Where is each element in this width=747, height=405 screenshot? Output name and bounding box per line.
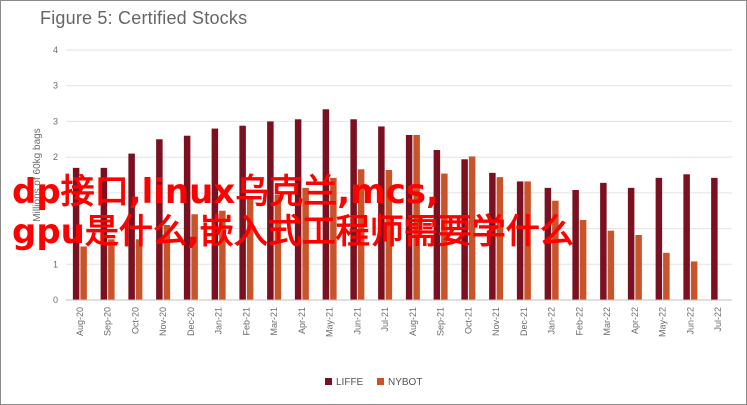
x-tick-label: Mar-21 — [269, 307, 279, 336]
bar-liffe — [516, 181, 524, 300]
x-tick-label: Aug-21 — [408, 307, 418, 336]
bar-nybot — [330, 177, 337, 300]
bar-liffe — [239, 125, 246, 300]
x-tick-label: May-22 — [658, 307, 668, 337]
bar-liffe — [267, 121, 274, 300]
bar-liffe — [683, 174, 690, 300]
x-tick-label: Jun-22 — [685, 307, 695, 335]
bar-nybot — [607, 230, 615, 300]
legend-label-nybot: NYBOT — [388, 377, 422, 388]
bar-nybot — [468, 156, 476, 300]
legend-label-liffe: LIFFE — [336, 377, 364, 388]
x-tick-label: Feb-21 — [241, 307, 251, 336]
bar-liffe — [655, 177, 663, 300]
legend-swatch-liffe — [325, 378, 332, 385]
x-tick-label: Apr-21 — [297, 307, 307, 334]
x-tick-label: Oct-21 — [463, 307, 473, 334]
y-tick-label: 2 — [53, 152, 58, 162]
y-tick-label: 1 — [53, 259, 58, 269]
x-tick-label: Apr-22 — [630, 307, 640, 334]
x-tick-label: Nov-20 — [158, 307, 168, 336]
bar-liffe — [100, 167, 108, 300]
y-tick-label: 4 — [53, 45, 58, 55]
bar-liffe — [128, 153, 135, 300]
overlay-text-line-2: gpu是什么,嵌入式工程师需要学什么 — [12, 212, 574, 252]
bar-nybot — [496, 177, 504, 300]
bar-nybot — [246, 198, 254, 300]
bar-nybot — [385, 170, 393, 300]
bar-liffe — [211, 128, 219, 300]
bar-nybot — [579, 220, 587, 300]
chart-title: Figure 5: Certified Stocks — [40, 8, 248, 28]
bar-liffe — [378, 126, 385, 300]
x-tick-label: Jul-21 — [380, 307, 390, 332]
y-tick-label: 1 — [53, 224, 58, 234]
y-axis-label: Millions of 60kg bags — [32, 128, 43, 221]
x-tick-label: Mar-22 — [602, 307, 612, 336]
x-tick-label: Sep-21 — [436, 307, 446, 336]
bar-nybot — [219, 210, 226, 300]
bar-liffe — [627, 187, 635, 300]
bar-liffe — [544, 187, 552, 300]
legend-swatch-nybot — [377, 378, 384, 385]
bar-nybot — [274, 195, 282, 300]
bar-liffe — [405, 135, 413, 300]
bar-liffe — [350, 119, 357, 301]
bar-liffe — [572, 190, 579, 300]
x-tick-label: Dec-21 — [519, 307, 529, 336]
bar-nybot — [191, 214, 198, 300]
bar-nybot — [690, 261, 698, 300]
bar-nybot — [302, 187, 309, 300]
bar-liffe — [72, 167, 80, 300]
bar-nybot — [135, 239, 143, 300]
bar-nybot — [357, 169, 365, 300]
y-tick-label: 3 — [53, 81, 58, 91]
x-tick-label: Jun-21 — [352, 307, 362, 335]
x-tick-label: Nov-21 — [491, 307, 501, 336]
bar-nybot — [663, 252, 670, 300]
x-tick-label: Dec-20 — [186, 307, 196, 336]
bar-nybot — [441, 173, 448, 300]
bar-liffe — [294, 119, 302, 301]
x-tick-label: May-21 — [325, 307, 335, 337]
x-tick-label: Sep-20 — [103, 307, 113, 336]
bar-nybot — [635, 235, 642, 300]
y-tick-label: 3 — [53, 116, 58, 126]
x-tick-label: Oct-20 — [130, 307, 140, 334]
bar-nybot — [108, 239, 115, 300]
bar-nybot — [413, 135, 420, 300]
overlay-text-line-1: dp接口,linux乌克兰,mcs, — [12, 172, 439, 212]
bar-liffe — [433, 150, 441, 300]
bar-liffe — [156, 139, 163, 300]
bar-liffe — [322, 109, 330, 301]
y-tick-label: 2 — [53, 188, 58, 198]
bar-nybot — [524, 181, 531, 300]
x-tick-label: Jan-22 — [547, 307, 557, 335]
bar-liffe — [711, 177, 718, 300]
bar-liffe — [489, 172, 496, 300]
x-tick-label: Feb-22 — [574, 307, 584, 336]
bar-nybot — [80, 246, 87, 300]
x-tick-label: Aug-20 — [75, 307, 85, 336]
bar-liffe — [600, 182, 607, 300]
y-tick-label: 0 — [53, 295, 58, 305]
x-tick-label: Jan-21 — [214, 307, 224, 335]
bar-liffe — [183, 135, 191, 300]
x-tick-label: Jul-22 — [713, 307, 723, 332]
bar-liffe — [461, 159, 468, 300]
bar-nybot — [163, 225, 171, 300]
bar-nybot — [552, 200, 559, 300]
